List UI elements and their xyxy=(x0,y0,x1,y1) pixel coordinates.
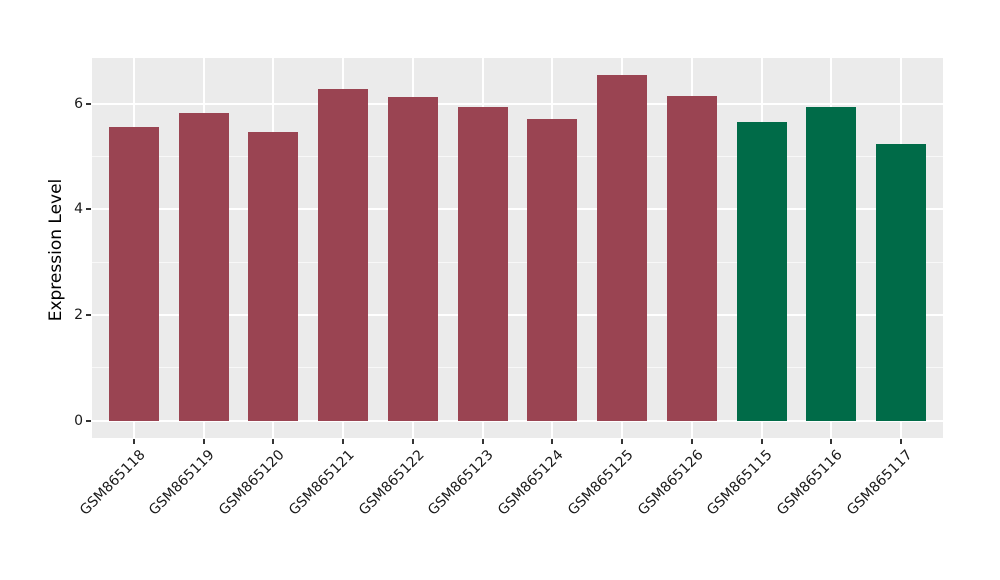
x-tick-mark xyxy=(760,439,763,444)
x-tick-mark xyxy=(690,439,693,444)
bar-GSM865118 xyxy=(109,126,159,421)
minor-gridline xyxy=(92,261,943,263)
x-tick-label: GSM865115 xyxy=(704,447,776,519)
x-tick-label: GSM865121 xyxy=(285,447,358,519)
bar-GSM865122 xyxy=(388,97,438,421)
x-tick-label: GSM865126 xyxy=(634,447,707,519)
x-tick-label: GSM865125 xyxy=(564,447,637,519)
y-tick-mark xyxy=(86,314,91,317)
x-tick-mark xyxy=(202,439,205,444)
major-gridline xyxy=(92,102,943,105)
x-tick-label: GSM865119 xyxy=(146,447,218,519)
y-tick-label: 2 xyxy=(74,307,83,324)
x-tick-mark xyxy=(481,439,484,444)
x-tick-mark xyxy=(621,439,624,444)
bar-GSM865121 xyxy=(318,89,368,421)
x-tick-label: GSM865118 xyxy=(76,447,149,519)
x-tick-mark xyxy=(830,439,833,444)
x-tick-label: GSM865123 xyxy=(425,447,497,519)
bar-GSM865123 xyxy=(458,106,508,421)
y-tick-label: 6 xyxy=(74,95,83,112)
bar-GSM865119 xyxy=(179,113,229,421)
bar-GSM865124 xyxy=(527,118,577,421)
bar-GSM865116 xyxy=(806,107,856,421)
bar-GSM865125 xyxy=(597,75,647,421)
bar-GSM865117 xyxy=(876,143,926,421)
bar-GSM865115 xyxy=(737,122,787,421)
y-tick-label: 4 xyxy=(74,201,83,218)
x-tick-label: GSM865117 xyxy=(843,447,916,519)
x-tick-label: GSM865120 xyxy=(216,447,288,519)
y-tick-label: 0 xyxy=(74,412,83,429)
x-tick-mark xyxy=(900,439,903,444)
minor-gridline xyxy=(92,367,943,369)
plot-panel xyxy=(92,58,943,438)
y-tick-mark xyxy=(86,102,91,105)
y-axis-title: Expression Level xyxy=(46,178,66,322)
x-tick-label: GSM865116 xyxy=(774,447,846,519)
bar-GSM865126 xyxy=(667,96,717,421)
y-tick-mark xyxy=(86,419,91,422)
x-tick-mark xyxy=(272,439,275,444)
bar-GSM865120 xyxy=(248,131,298,421)
major-gridline xyxy=(92,419,943,422)
x-tick-mark xyxy=(132,439,135,444)
x-tick-label: GSM865124 xyxy=(495,447,567,519)
x-tick-label: GSM865122 xyxy=(355,447,428,519)
major-gridline xyxy=(92,208,943,211)
x-tick-mark xyxy=(411,439,414,444)
major-gridline xyxy=(92,314,943,317)
x-tick-mark xyxy=(551,439,554,444)
y-tick-mark xyxy=(86,208,91,211)
minor-gridline xyxy=(92,156,943,158)
x-tick-mark xyxy=(342,439,345,444)
